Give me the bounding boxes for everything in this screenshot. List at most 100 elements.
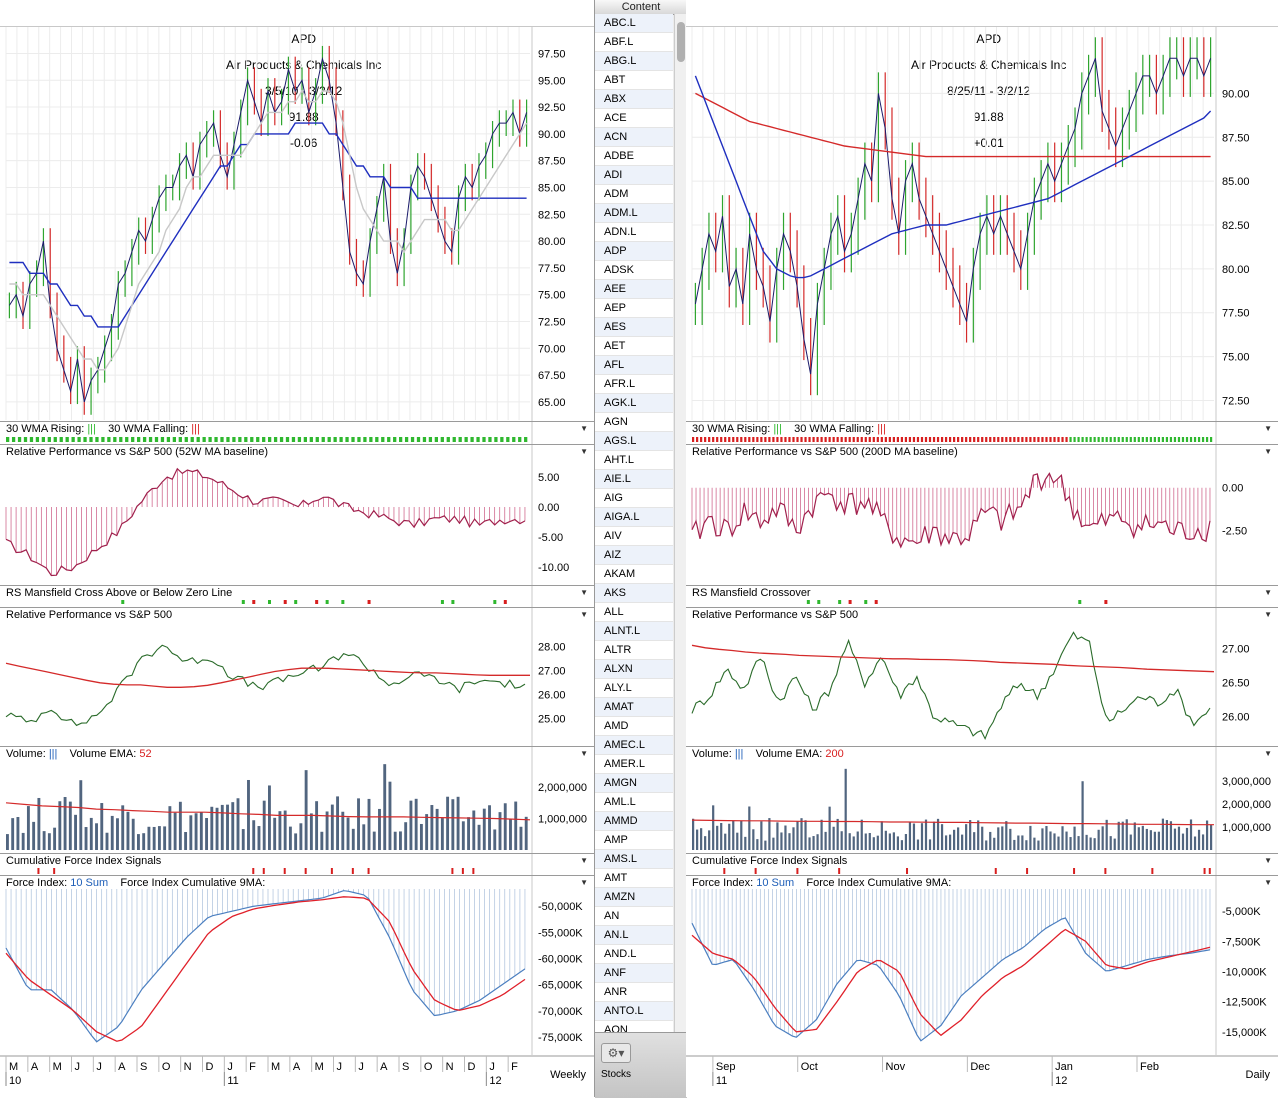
symbol-and-l[interactable]: AND.L [595,945,673,964]
symbol-agn[interactable]: AGN [595,413,673,432]
symbol-adp[interactable]: ADP [595,242,673,261]
symbol-amd[interactable]: AMD [595,717,673,736]
panel-menu-icon[interactable]: ▼ [580,588,588,597]
panel-menu-icon[interactable]: ▼ [1264,749,1272,758]
volume-bar [53,827,57,850]
panel-menu-icon[interactable]: ▼ [580,447,588,456]
panel-menu-icon[interactable]: ▼ [580,878,588,887]
symbol-alxn[interactable]: ALXN [595,660,673,679]
symbol-aee[interactable]: AEE [595,280,673,299]
symbol-adbe[interactable]: ADBE [595,147,673,166]
panel-menu-icon[interactable]: ▼ [1264,424,1272,433]
symbol-an[interactable]: AN [595,907,673,926]
symbol-aiv[interactable]: AIV [595,527,673,546]
wma-signal-mark [912,437,916,442]
symbol-amat[interactable]: AMAT [595,698,673,717]
panel-menu-icon[interactable]: ▼ [580,424,588,433]
wma-signal-mark [506,437,510,442]
symbol-amt[interactable]: AMT [595,869,673,888]
wma-signal-mark [41,437,46,442]
wma-signal-mark [488,437,492,442]
panel-menu-icon[interactable]: ▼ [1264,447,1272,456]
symbol-aks[interactable]: AKS [595,584,673,603]
symbol-ace[interactable]: ACE [595,109,673,128]
wma-signal-mark [892,437,895,442]
symbol-abf-l[interactable]: ABF.L [595,33,673,52]
symbol-acn[interactable]: ACN [595,128,673,147]
wma-signal-mark [776,437,779,442]
month-label: A [118,1061,126,1073]
panel-menu-icon[interactable]: ▼ [1264,588,1272,597]
symbol-ams-l[interactable]: AMS.L [595,850,673,869]
wma-signal-mark [387,437,391,442]
symbol-akam[interactable]: AKAM [595,565,673,584]
symbol-afr-l[interactable]: AFR.L [595,375,673,394]
wma-signal-mark [868,437,871,442]
symbol-aml-l[interactable]: AML.L [595,793,673,812]
wma-signal-mark [696,437,699,442]
panel-menu-icon[interactable]: ▼ [1264,878,1272,887]
symbol-anr[interactable]: ANR [595,983,673,1002]
symbol-anto-l[interactable]: ANTO.L [595,1002,673,1021]
scroll-thumb[interactable] [677,22,685,62]
symbol-abg-l[interactable]: ABG.L [595,52,673,71]
symbol-adsk[interactable]: ADSK [595,261,673,280]
volume-bar [973,832,976,850]
content-header[interactable]: Content [595,0,687,15]
symbol-amgn[interactable]: AMGN [595,774,673,793]
wma-signal-mark [888,437,891,442]
symbol-aes[interactable]: AES [595,318,673,337]
symbol-amer-l[interactable]: AMER.L [595,755,673,774]
symbol-altr[interactable]: ALTR [595,641,673,660]
symbol-adn-l[interactable]: ADN.L [595,223,673,242]
symbol-aly-l[interactable]: ALY.L [595,679,673,698]
symbol-abx[interactable]: ABX [595,90,673,109]
price-tick-label: 70.00 [538,343,566,355]
symbol-aig[interactable]: AIG [595,489,673,508]
period-label[interactable]: Daily [1245,1069,1270,1081]
period-label[interactable]: Weekly [550,1069,586,1081]
wma-signal-mark [997,437,1000,442]
wma-signal-mark [256,437,260,442]
symbol-amec-l[interactable]: AMEC.L [595,736,673,755]
volume-bar [362,824,366,850]
panel-menu-icon[interactable]: ▼ [580,749,588,758]
symbol-aep[interactable]: AEP [595,299,673,318]
wma-signal-mark [1189,437,1193,442]
daily-chart-canvas[interactable]: 90.00 87.50 85.00 82.50 80.00 77.50 75.00 72.50… [686,0,1278,1097]
symbol-afl[interactable]: AFL [595,356,673,375]
panel-menu-icon[interactable]: ▼ [580,610,588,619]
weekly-chart-canvas[interactable]: 97.50 95.00 92.50 90.00 87.50 85.00 82.50 80.00… [0,0,594,1097]
volume-bar [482,808,486,850]
symbol-all[interactable]: ALL [595,603,673,622]
symbol-aht-l[interactable]: AHT.L [595,451,673,470]
volume-bar [997,827,1000,850]
symbol-abt[interactable]: ABT [595,71,673,90]
panel-menu-icon[interactable]: ▼ [1264,610,1272,619]
symbol-anf[interactable]: ANF [595,964,673,983]
symbol-ammd[interactable]: AMMD [595,812,673,831]
gear-icon[interactable]: ⚙▾ [601,1043,631,1063]
symbol-aiz[interactable]: AIZ [595,546,673,565]
symbol-adm-l[interactable]: ADM.L [595,204,673,223]
symbol-amzn[interactable]: AMZN [595,888,673,907]
symbol-aie-l[interactable]: AIE.L [595,470,673,489]
symbol-agk-l[interactable]: AGK.L [595,394,673,413]
panel-menu-icon[interactable]: ▼ [580,856,588,865]
symbol-adi[interactable]: ADI [595,166,673,185]
symbol-an-l[interactable]: AN.L [595,926,673,945]
wma-rising-swatch: ||| [87,423,96,435]
price-line [8,56,528,403]
symbol-amp[interactable]: AMP [595,831,673,850]
symbol-aet[interactable]: AET [595,337,673,356]
list-scrollbar[interactable] [674,14,687,1032]
symbol-abc-l[interactable]: ABC.L [595,14,673,33]
wma-falling-swatch: ||| [877,423,886,435]
symbol-alnt-l[interactable]: ALNT.L [595,622,673,641]
panel-menu-icon[interactable]: ▼ [1264,856,1272,865]
symbol-aiga-l[interactable]: AIGA.L [595,508,673,527]
symbol-adm[interactable]: ADM [595,185,673,204]
symbol-list[interactable]: ABC.L ABF.L ABG.L ABT ABX ACE ACN ADBE ADI ADM ADM… [595,14,673,1097]
cfi-signal-mark [351,868,354,874]
symbol-ags-l[interactable]: AGS.L [595,432,673,451]
